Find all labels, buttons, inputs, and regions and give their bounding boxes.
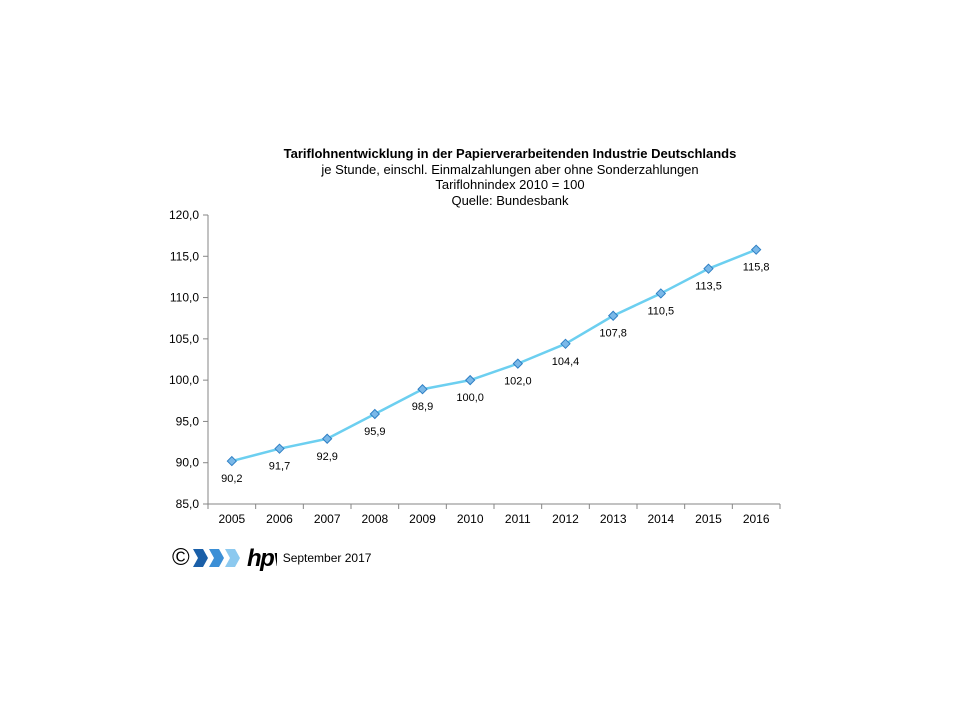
y-tick-label: 85,0 [176, 497, 200, 511]
x-tick-label: 2015 [695, 512, 722, 526]
x-tick-label: 2011 [505, 512, 531, 526]
logo-chevron [224, 549, 240, 567]
data-label: 100,0 [456, 392, 484, 404]
chart-subtitle-3: Quelle: Bundesbank [451, 192, 569, 208]
copyright-symbol: © [172, 544, 190, 571]
chart-subtitle-2: Tariflohnindex 2010 = 100 [435, 177, 585, 192]
data-label: 107,8 [599, 328, 627, 340]
x-tick-label: 2005 [218, 512, 245, 526]
y-tick-label: 90,0 [176, 456, 200, 470]
data-label: 95,9 [364, 426, 385, 438]
chart-subtitle-1: je Stunde, einschl. Einmalzahlungen aber… [321, 161, 699, 177]
data-point [321, 433, 333, 444]
data-point [750, 244, 762, 255]
hpv-logo-text: hpv [247, 545, 277, 571]
hpv-logo-chevrons [192, 549, 240, 567]
data-label: 104,4 [552, 356, 580, 368]
x-tick-label: 2014 [647, 512, 674, 526]
data-point [226, 455, 238, 467]
x-tick-label: 2007 [314, 512, 341, 526]
data-point [703, 263, 714, 274]
series-line [231, 248, 757, 463]
data-label: 92,9 [316, 451, 337, 463]
data-point [607, 310, 619, 321]
data-point [560, 338, 571, 350]
y-tick-label: 105,0 [169, 332, 199, 346]
data-label: 110,5 [647, 305, 674, 317]
data-point [369, 408, 381, 420]
hpv-logo: hpv [192, 545, 277, 571]
footer-date: September 2017 [282, 551, 372, 565]
y-tick-label: 120,0 [169, 208, 199, 222]
data-point [655, 288, 667, 299]
data-label: 102,0 [504, 376, 532, 388]
x-tick-label: 2013 [600, 512, 627, 526]
data-label: 90,2 [221, 473, 242, 485]
x-tick-label: 2010 [457, 512, 484, 526]
x-tick-label: 2009 [409, 512, 436, 526]
data-label: 98,9 [412, 401, 433, 413]
data-point [464, 374, 476, 386]
x-tick-label: 2012 [552, 512, 579, 526]
x-tick-label: 2006 [266, 512, 293, 526]
y-tick-label: 95,0 [176, 414, 200, 428]
data-label: 91,7 [269, 461, 290, 473]
data-point [512, 358, 524, 369]
x-tick-label: 2008 [361, 512, 388, 526]
footer: © hpv September 2017 [172, 545, 371, 571]
y-tick-label: 110,0 [170, 291, 199, 305]
y-tick-label: 100,0 [169, 373, 199, 387]
data-point [274, 443, 285, 454]
chart-title: Tariflohnentwicklung in der Papierverarb… [283, 146, 737, 161]
logo-chevron [192, 549, 208, 567]
y-tick-label: 115,0 [170, 249, 199, 263]
logo-chevron [208, 549, 224, 567]
data-label: 113,5 [695, 281, 722, 293]
data-point [417, 384, 428, 395]
data-label: 115,8 [743, 262, 770, 274]
x-tick-label: 2016 [743, 512, 770, 526]
chart-titles: Tariflohnentwicklung in der Papierverarb… [210, 146, 810, 208]
